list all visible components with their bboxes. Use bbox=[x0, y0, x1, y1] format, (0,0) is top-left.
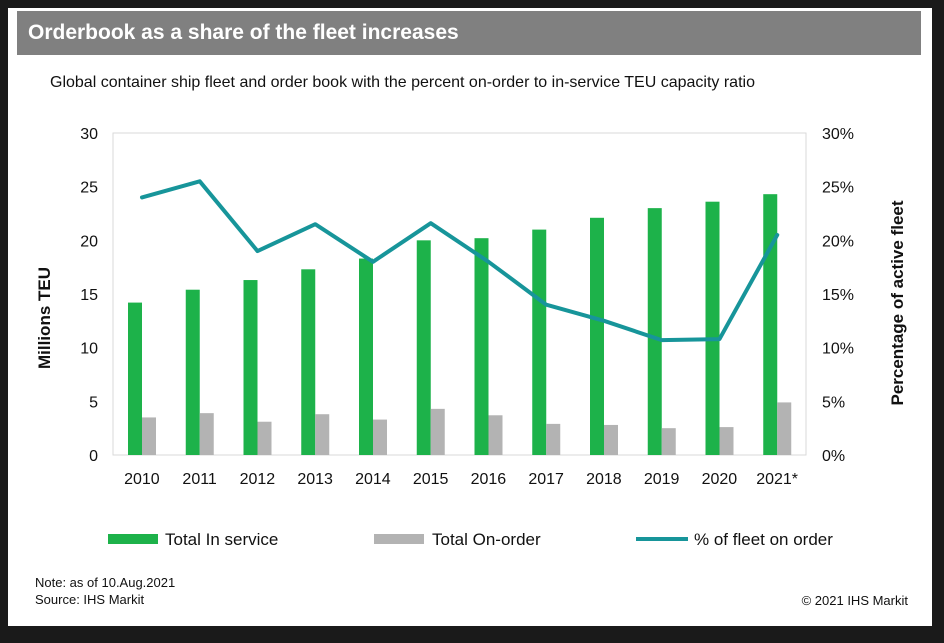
x-tick-label: 2017 bbox=[528, 471, 564, 488]
copyright-text: © 2021 IHS Markit bbox=[802, 593, 908, 608]
bar-on-order-2011 bbox=[200, 413, 214, 455]
bar-in-service-2012 bbox=[244, 280, 258, 455]
bottom-strip bbox=[0, 626, 944, 643]
pct-line bbox=[142, 181, 777, 340]
legend-label-in-service: Total In service bbox=[165, 530, 278, 549]
bar-on-order-2017 bbox=[546, 424, 560, 455]
y-tick-label: 15 bbox=[80, 287, 98, 304]
y2-axis-title: Percentage of active fleet bbox=[888, 200, 907, 405]
source-text: Source: IHS Markit bbox=[35, 591, 175, 608]
x-tick-label: 2012 bbox=[240, 471, 276, 488]
bar-on-order-2016 bbox=[489, 415, 503, 455]
bar-in-service-2010 bbox=[128, 303, 142, 455]
legend-label-on-order: Total On-order bbox=[432, 530, 541, 549]
legend-swatch-on-order bbox=[374, 534, 424, 544]
y2-tick-label: 5% bbox=[822, 394, 845, 411]
y2-tick-label: 15% bbox=[822, 287, 854, 304]
y-tick-label: 10 bbox=[80, 341, 98, 358]
bar-on-order-2010 bbox=[142, 417, 156, 455]
bar-in-service-2016 bbox=[475, 238, 489, 455]
bar-in-service-2019 bbox=[648, 208, 662, 455]
x-tick-label: 2019 bbox=[644, 471, 680, 488]
y-tick-label: 25 bbox=[80, 180, 98, 197]
y2-tick-label: 20% bbox=[822, 233, 854, 250]
y-tick-label: 0 bbox=[89, 448, 98, 465]
bar-in-service-2011 bbox=[186, 290, 200, 455]
y-axis-title: Millions TEU bbox=[35, 267, 54, 369]
y2-tick-label: 30% bbox=[822, 126, 854, 143]
bar-in-service-2021 bbox=[763, 194, 777, 455]
x-tick-label: 2011 bbox=[182, 471, 217, 488]
plot-border bbox=[113, 133, 806, 455]
y-tick-label: 5 bbox=[89, 394, 98, 411]
bar-in-service-2015 bbox=[417, 240, 431, 455]
chart-svg: 0 5 10 15 20 25 30 0% 5% 10% 15% 20% 25% 30% 2010 2011 2… bbox=[0, 0, 944, 643]
pct-line-path bbox=[142, 181, 777, 340]
bar-on-order-2013 bbox=[315, 414, 329, 455]
legend-label-pct: % of fleet on order bbox=[694, 530, 833, 549]
legend-swatch-in-service bbox=[108, 534, 158, 544]
x-tick-label: 2013 bbox=[297, 471, 333, 488]
bar-in-service-2018 bbox=[590, 218, 604, 455]
bar-in-service-2014 bbox=[359, 259, 373, 455]
x-tick-label: 2014 bbox=[355, 471, 391, 488]
x-tick-label: 2021* bbox=[756, 471, 798, 488]
bar-in-service-2013 bbox=[301, 269, 315, 455]
x-tick-label: 2018 bbox=[586, 471, 622, 488]
note-text: Note: as of 10.Aug.2021 bbox=[35, 574, 175, 591]
bar-on-order-2020 bbox=[720, 427, 734, 455]
bar-on-order-2018 bbox=[604, 425, 618, 455]
footnote: Note: as of 10.Aug.2021 Source: IHS Mark… bbox=[35, 574, 175, 608]
x-tick-label: 2020 bbox=[702, 471, 738, 488]
bar-in-service-2020 bbox=[706, 202, 720, 455]
x-tick-label: 2010 bbox=[124, 471, 160, 488]
bar-on-order-2012 bbox=[258, 422, 272, 455]
plot-frame bbox=[113, 133, 806, 455]
y2-tick-label: 0% bbox=[822, 448, 845, 465]
bar-on-order-2019 bbox=[662, 428, 676, 455]
bar-in-service-2017 bbox=[532, 230, 546, 455]
bars bbox=[128, 194, 791, 455]
bar-on-order-2021 bbox=[777, 402, 791, 455]
bar-on-order-2014 bbox=[373, 420, 387, 455]
y-tick-label: 20 bbox=[80, 233, 98, 250]
y2-tick-label: 10% bbox=[822, 341, 854, 358]
x-tick-label: 2015 bbox=[413, 471, 449, 488]
y2-tick-label: 25% bbox=[822, 180, 854, 197]
bar-on-order-2015 bbox=[431, 409, 445, 455]
y-tick-label: 30 bbox=[80, 126, 98, 143]
legend: Total In service Total On-order % of fleet… bbox=[108, 530, 833, 549]
x-tick-label: 2016 bbox=[471, 471, 507, 488]
